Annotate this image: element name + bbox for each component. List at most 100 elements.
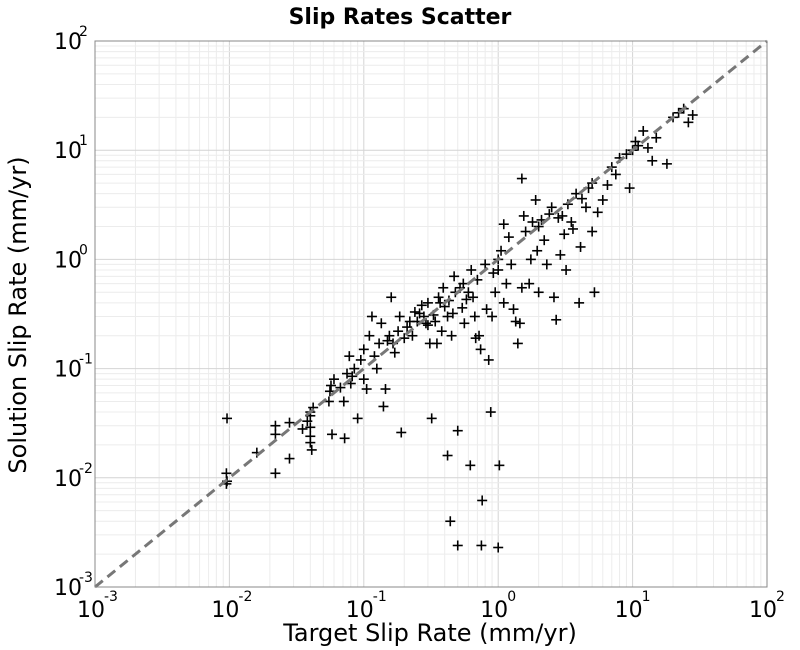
- x-tick-label: 10: [77, 598, 105, 623]
- data-point: [557, 210, 568, 221]
- data-point: [510, 316, 521, 327]
- data-point: [452, 425, 463, 436]
- data-point: [576, 193, 587, 204]
- data-point: [574, 297, 585, 308]
- data-point: [327, 429, 338, 440]
- data-point: [457, 302, 468, 313]
- data-point: [592, 207, 603, 218]
- data-point: [355, 354, 366, 365]
- data-point: [597, 194, 608, 205]
- data-point: [446, 330, 457, 341]
- data-point: [222, 413, 233, 424]
- y-tick-exponent: 1: [79, 133, 88, 149]
- data-point: [426, 413, 437, 424]
- x-tick-exponent: -3: [104, 589, 118, 605]
- data-point: [402, 322, 413, 333]
- data-point: [525, 254, 536, 265]
- data-point: [477, 495, 488, 506]
- data-point: [532, 245, 543, 256]
- data-point: [338, 396, 349, 407]
- data-point: [416, 300, 427, 311]
- x-axis-label: Target Slip Rate (mm/yr): [282, 619, 577, 647]
- y-tick-exponent: -1: [79, 352, 93, 368]
- data-point: [548, 292, 559, 303]
- data-point: [485, 407, 496, 418]
- data-point: [270, 468, 281, 479]
- data-point: [452, 540, 463, 551]
- data-point: [465, 460, 476, 471]
- data-point: [533, 287, 544, 298]
- data-point: [533, 221, 544, 232]
- data-point: [461, 294, 472, 305]
- data-point: [476, 540, 487, 551]
- data-point: [683, 117, 694, 128]
- data-point: [518, 210, 529, 221]
- data-point: [673, 107, 684, 118]
- data-point: [459, 318, 470, 329]
- data-point: [358, 374, 369, 385]
- data-point: [382, 335, 393, 346]
- data-point: [458, 278, 469, 289]
- data-point: [651, 132, 662, 143]
- data-point: [524, 278, 535, 289]
- data-point: [335, 382, 346, 393]
- data-point: [339, 433, 350, 444]
- x-tick-label: 10: [346, 598, 374, 623]
- data-point: [371, 363, 382, 374]
- y-axis-label: Solution Slip Rate (mm/yr): [4, 156, 32, 473]
- x-tick-exponent: 1: [642, 589, 651, 605]
- data-point: [302, 416, 313, 427]
- data-point: [530, 194, 541, 205]
- data-point: [514, 318, 525, 329]
- data-point: [512, 338, 523, 349]
- x-tick-label: 10: [211, 598, 239, 623]
- x-tick-label: 10: [615, 598, 643, 623]
- data-point: [602, 180, 613, 191]
- data-point: [399, 333, 410, 344]
- data-point: [546, 202, 557, 213]
- data-point: [469, 311, 480, 322]
- data-point: [342, 368, 353, 379]
- grid-layer: [94, 41, 767, 588]
- data-point: [393, 326, 404, 337]
- data-point: [442, 450, 453, 461]
- data-point: [642, 142, 653, 153]
- data-point: [422, 297, 433, 308]
- data-point: [430, 316, 441, 327]
- data-point: [449, 271, 460, 282]
- x-tick-label: 10: [749, 598, 777, 623]
- data-point: [498, 297, 509, 308]
- data-point: [520, 226, 531, 237]
- y-tick-exponent: -3: [79, 570, 93, 586]
- data-point: [481, 304, 492, 315]
- data-point: [541, 259, 552, 270]
- data-point: [566, 217, 577, 228]
- data-point: [270, 420, 281, 431]
- data-point: [380, 384, 391, 395]
- data-point: [475, 344, 486, 355]
- data-point: [610, 169, 621, 180]
- data-point: [474, 330, 485, 341]
- data-point: [527, 217, 538, 228]
- data-point: [378, 401, 389, 412]
- data-point: [463, 287, 474, 298]
- data-point: [347, 371, 358, 382]
- data-point: [493, 264, 504, 275]
- data-point: [580, 202, 591, 213]
- data-point: [494, 460, 505, 471]
- data-point: [431, 338, 442, 349]
- data-point: [468, 292, 479, 303]
- data-point: [284, 417, 295, 428]
- identity-reference-line: [94, 39, 768, 589]
- data-point: [324, 386, 335, 397]
- data-point: [389, 347, 400, 358]
- data-point: [480, 259, 491, 270]
- data-point: [498, 219, 509, 230]
- y-tick-label: 10: [54, 30, 82, 55]
- data-point: [575, 241, 586, 252]
- data-point: [305, 422, 316, 433]
- y-tick-exponent: 0: [79, 242, 88, 258]
- data-point: [508, 304, 519, 315]
